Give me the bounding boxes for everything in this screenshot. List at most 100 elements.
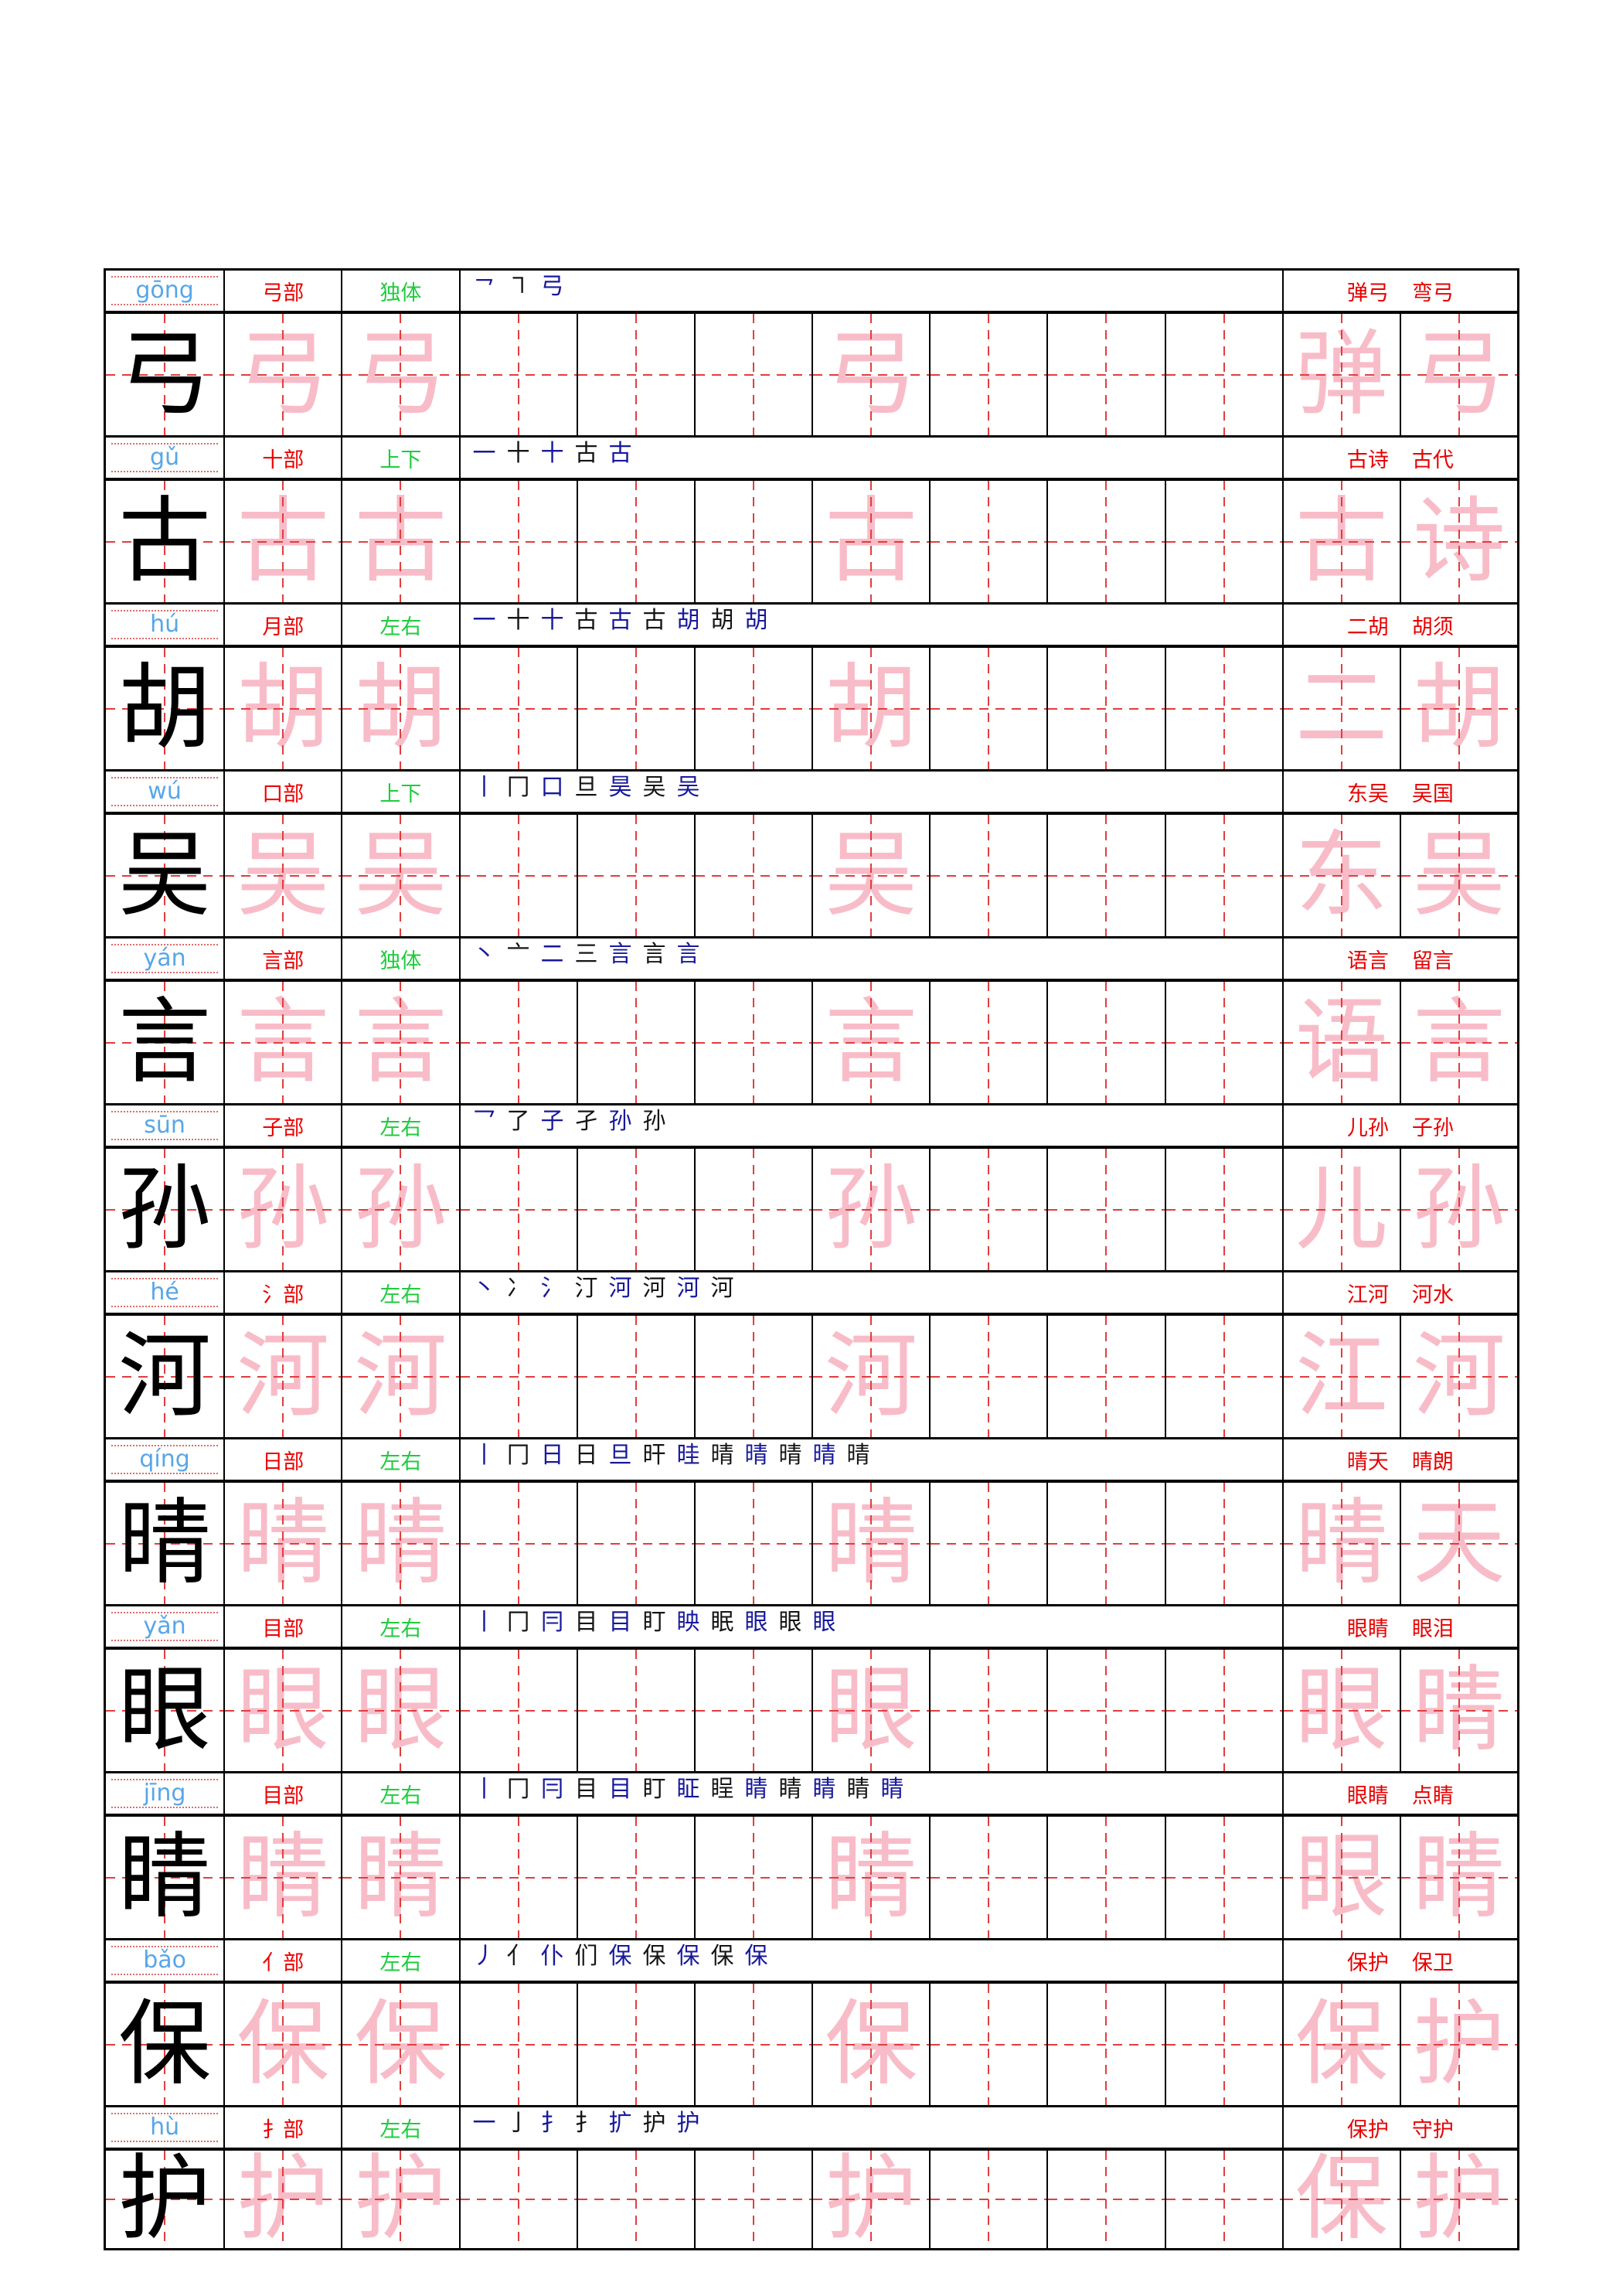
- stroke-step: 晴: [846, 1442, 870, 1469]
- practice-cell: [693, 1817, 812, 1938]
- practice-cell: [929, 314, 1047, 435]
- practice-cell: 胡: [812, 648, 930, 769]
- practice-cell: [929, 481, 1047, 602]
- structure-cell: 左右: [341, 1940, 458, 1981]
- radical-label: 十部: [262, 448, 305, 472]
- radical-cell: 月部: [223, 605, 341, 645]
- practice-cell: 言: [1399, 982, 1517, 1103]
- structure-label: 独体: [379, 949, 422, 973]
- practice-cell: 睛: [1399, 1650, 1517, 1771]
- radical-label: 弓部: [262, 281, 305, 305]
- practice-cell: 保: [223, 1984, 342, 2105]
- stroke-step: 眼: [744, 1609, 768, 1636]
- example-word: 吴国: [1411, 782, 1454, 806]
- pinyin: yán: [143, 945, 186, 972]
- trace-character: 胡: [825, 654, 918, 762]
- header-row: hù 扌部 左右 一亅扌扌扩护护 保护 守护: [106, 2107, 1517, 2151]
- stroke-step: 丨: [472, 1776, 496, 1803]
- practice-cell: 孙: [1399, 1149, 1517, 1270]
- practice-cell: [929, 815, 1047, 936]
- structure-label: 左右: [379, 1950, 422, 1975]
- pinyin-cell: yǎn: [106, 1606, 223, 1647]
- practice-cell: 晴: [812, 1483, 930, 1604]
- stroke-step: 扩: [608, 2110, 632, 2137]
- practice-cell: 古: [106, 481, 224, 602]
- practice-cell: [1046, 2151, 1165, 2248]
- practice-cell: [1164, 982, 1282, 1103]
- practice-cell: [693, 2151, 812, 2248]
- stroke-step: 晴: [710, 1442, 734, 1469]
- stroke-step: 睛: [744, 1776, 768, 1803]
- radical-cell: 亻部: [223, 1940, 341, 1981]
- practice-cell: [1046, 481, 1165, 602]
- stroke-step: 孑: [574, 1108, 598, 1135]
- practice-cell: [576, 982, 694, 1103]
- stroke-step: 目: [574, 1609, 598, 1636]
- practice-cell: 弓: [1399, 314, 1517, 435]
- practice-cell: [929, 982, 1047, 1103]
- stroke-order: 丶冫氵汀河河河河: [458, 1272, 1282, 1313]
- example-word: 眼泪: [1411, 1616, 1454, 1641]
- word-character: 语: [1295, 988, 1388, 1096]
- practice-cell: [458, 1483, 577, 1604]
- pinyin-cell: bǎo: [106, 1940, 223, 1981]
- stroke-order: 一十十古古古胡胡胡: [458, 605, 1282, 645]
- practice-cell: [458, 815, 577, 936]
- character-row-block: gǔ 十部 上下 一十十古古 古诗 古代 古古古古古诗: [106, 438, 1517, 605]
- practice-cell: 吴: [106, 815, 224, 936]
- pinyin-guide-lines: gǔ: [111, 443, 219, 472]
- stroke-step: 仆: [540, 1943, 564, 1970]
- stroke-step: 睈: [710, 1776, 734, 1803]
- stroke-step: 汀: [574, 1275, 598, 1302]
- stroke-step: 日: [540, 1442, 564, 1469]
- practice-cell: 保: [341, 1984, 459, 2105]
- structure-cell: 左右: [341, 1439, 458, 1480]
- stroke-step: 胡: [744, 607, 768, 634]
- trace-character: 河: [236, 1322, 330, 1430]
- example-words: 保护 守护: [1281, 2107, 1517, 2148]
- stroke-step: 保: [642, 1943, 666, 1970]
- pinyin: hé: [150, 1279, 179, 1306]
- main-character: 眼: [118, 1656, 212, 1764]
- structure-cell: 左右: [341, 2107, 458, 2148]
- practice-cell: 胡: [1399, 648, 1517, 769]
- example-words: 眼睛 点睛: [1281, 1773, 1517, 1814]
- example-words: 古诗 古代: [1281, 438, 1517, 478]
- practice-cell: [1164, 1817, 1282, 1938]
- practice-cell: 言: [223, 982, 342, 1103]
- trace-character: 护: [354, 2151, 447, 2248]
- header-row: qíng 日部 左右 丨冂日日旦旰晆晴晴晴晴晴 晴天 晴朗: [106, 1439, 1517, 1483]
- stroke-step: 眼: [778, 1609, 802, 1636]
- example-words: 二胡 胡须: [1281, 605, 1517, 645]
- character-row-block: jīng 目部 左右 丨冂冃目目盯眐睈睛睛睛睛睛 眼睛 点睛 睛睛睛睛眼睛: [106, 1773, 1517, 1940]
- example-word: 留言: [1411, 949, 1454, 973]
- practice-cell: 二: [1281, 648, 1400, 769]
- example-word: 二胡: [1346, 615, 1389, 639]
- stroke-order: ㇖㇕弓: [458, 271, 1282, 311]
- practice-cell: 胡: [341, 648, 459, 769]
- stroke-step: 晴: [778, 1442, 802, 1469]
- structure-cell: 左右: [341, 1773, 458, 1814]
- practice-cell: 河: [1399, 1316, 1517, 1437]
- example-word: 保护: [1346, 1950, 1389, 1975]
- stroke-step: 冂: [506, 1442, 530, 1469]
- example-word: 古诗: [1346, 448, 1389, 472]
- practice-cell: 弓: [812, 314, 930, 435]
- word-character: 护: [1412, 1990, 1506, 2098]
- pinyin: wú: [148, 778, 182, 805]
- practice-cell: [576, 1149, 694, 1270]
- practice-row: 眼眼眼眼眼睛: [106, 1650, 1517, 1773]
- practice-cell: [1046, 1149, 1165, 1270]
- stroke-step: 盯: [642, 1776, 666, 1803]
- practice-cell: [693, 1650, 812, 1771]
- pinyin-cell: hé: [106, 1272, 223, 1313]
- practice-cell: [929, 1149, 1047, 1270]
- example-word: 古代: [1411, 448, 1454, 472]
- stroke-step: 古: [608, 440, 632, 467]
- stroke-step: 保: [676, 1943, 700, 1970]
- practice-row: 晴晴晴晴晴天: [106, 1483, 1517, 1606]
- practice-cell: [458, 314, 577, 435]
- pinyin-guide-lines: jīng: [111, 1779, 219, 1808]
- main-character: 护: [118, 2151, 212, 2248]
- word-character: 儿: [1295, 1155, 1388, 1263]
